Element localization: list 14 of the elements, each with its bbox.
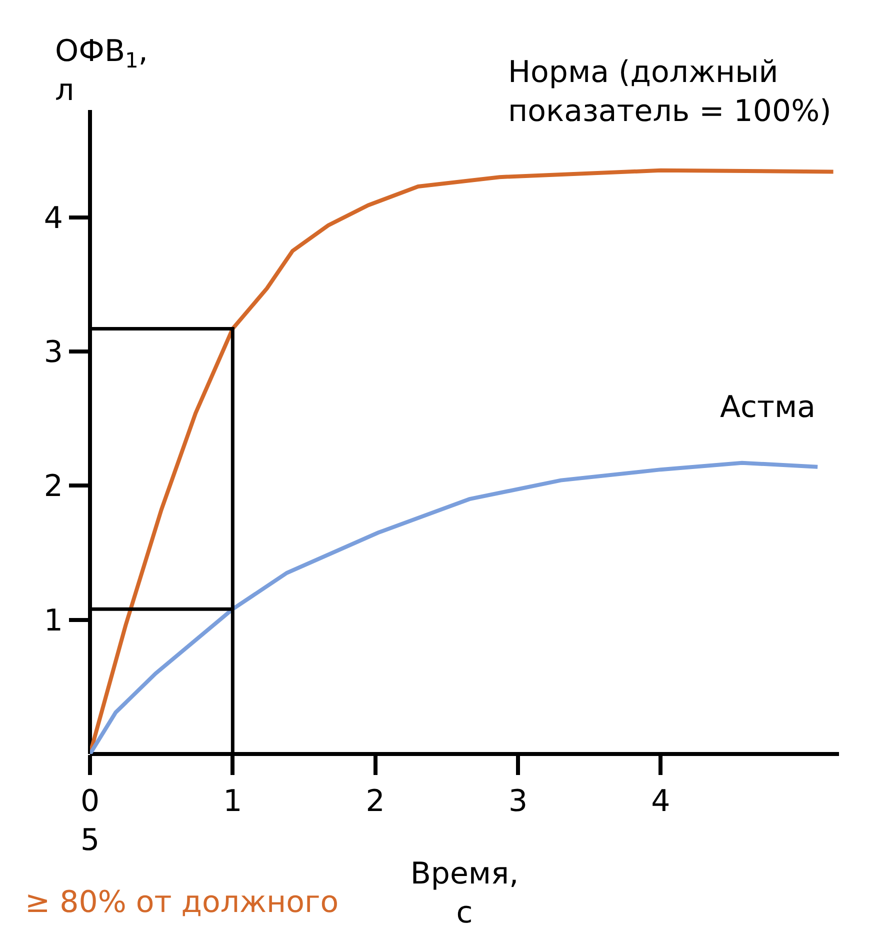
x-tick-label: 4 [651, 784, 670, 819]
y-tick-label: 3 [44, 335, 63, 370]
x-tick-label: 1 [223, 784, 242, 819]
x-tick-label: 0 5 [80, 784, 100, 858]
text: ОФВ$_{1}$, л [55, 34, 148, 108]
x-tick-label: 2 [366, 784, 385, 819]
y-tick-label: 4 [44, 200, 63, 236]
text: ≥ 80% от должного [25, 885, 339, 920]
series-label: Астма [720, 390, 816, 425]
series-label: Норма (должный показатель = 100%) [508, 55, 832, 129]
y-tick-label: 2 [44, 469, 63, 504]
x-axis-title: Время, с [410, 856, 519, 930]
x-tick-label: 3 [508, 784, 528, 819]
y-tick-label: 1 [44, 603, 63, 638]
